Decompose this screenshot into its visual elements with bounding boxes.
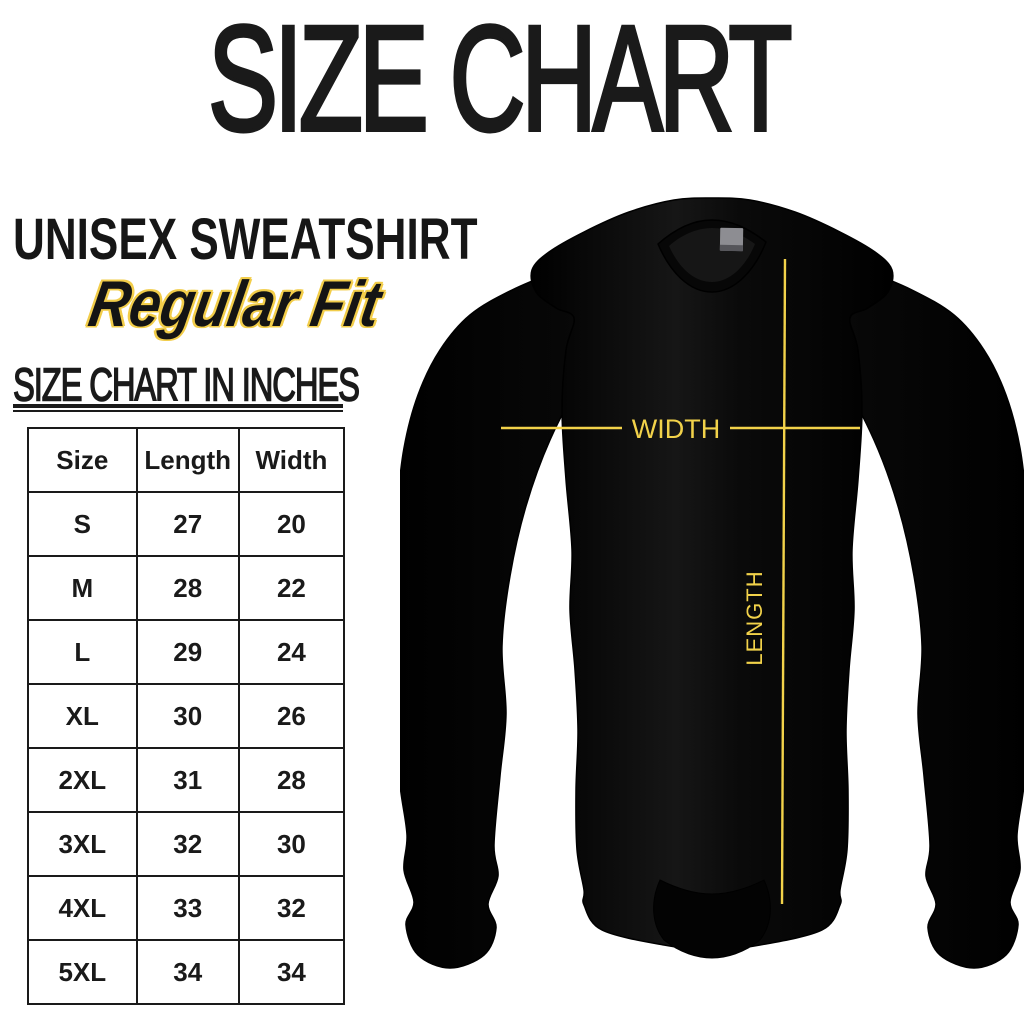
svg-text:WIDTH: WIDTH bbox=[632, 414, 720, 444]
svg-text:LENGTH: LENGTH bbox=[742, 570, 767, 665]
